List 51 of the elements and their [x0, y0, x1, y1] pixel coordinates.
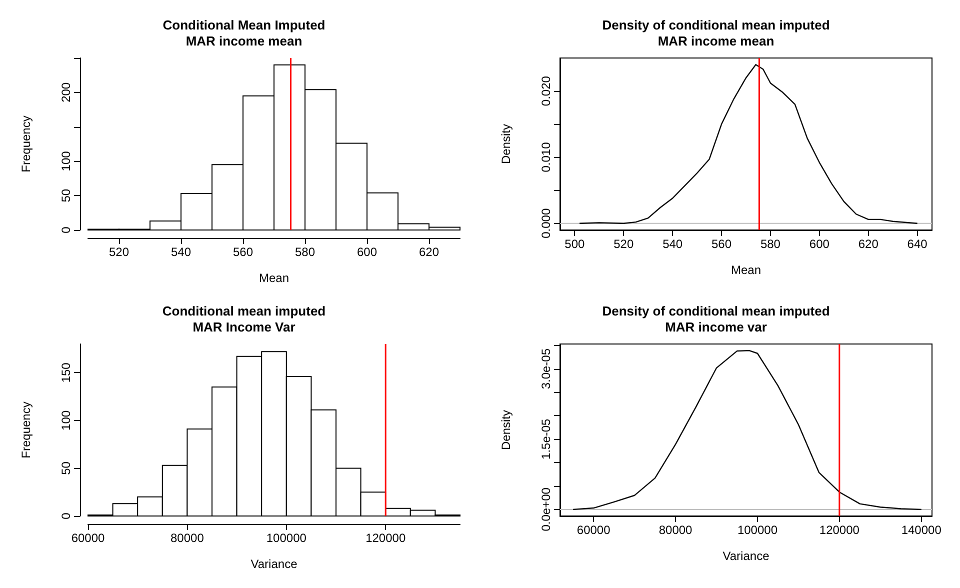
y-tick-label: 50: [59, 461, 73, 475]
x-tick-label: 520: [614, 237, 634, 251]
x-axis-title: Mean: [730, 263, 762, 277]
y-tick-label: 0.020: [539, 76, 553, 106]
x-tick-label: 140000: [901, 523, 942, 537]
chart-title: Conditional mean imputed MAR Income Var: [162, 304, 326, 334]
y-tick-label: 3.0e-05: [539, 348, 553, 390]
x-tick-label: 620: [418, 245, 440, 259]
x-tick-label: 100000: [737, 523, 778, 537]
y-axis-title: Frequency: [19, 116, 33, 172]
x-tick-label: 80000: [170, 531, 204, 545]
x-tick-label: 580: [294, 245, 316, 259]
x-tick-label: 520: [108, 245, 130, 259]
y-tick-label: 200: [59, 82, 73, 102]
y-axis-title: Density: [499, 124, 513, 164]
x-axis-title: Variance: [722, 549, 770, 563]
chart-title: Conditional Mean Imputed MAR income mean: [162, 18, 326, 48]
y-tick-label: 0.010: [539, 142, 553, 172]
y-tick-label: 0: [59, 226, 73, 234]
line-series: [572, 350, 922, 510]
y-tick-label: 1.5e-05: [539, 418, 553, 460]
chart-title: Density of conditional mean imputed MAR income mean: [602, 18, 830, 48]
y-tick-label: 100: [59, 410, 73, 430]
x-tick-label: 560: [232, 245, 254, 259]
x-tick-label: 580: [760, 237, 781, 251]
x-tick-label: 60000: [576, 523, 611, 537]
x-tick-label: 540: [170, 245, 192, 259]
y-tick-label: 0.0e+00: [539, 487, 553, 532]
x-axis-title: Variance: [250, 557, 298, 571]
x-tick-label: 640: [907, 237, 928, 251]
x-axis-title: Mean: [258, 271, 290, 285]
y-axis-title: Density: [499, 410, 513, 450]
x-tick-label: 600: [809, 237, 830, 251]
y-tick-label: 100: [59, 150, 73, 172]
x-tick-label: 560: [712, 237, 732, 251]
chart-title: Density of conditional mean imputed MAR income var: [602, 304, 830, 334]
y-tick-label: 0.000: [539, 208, 553, 238]
x-tick-label: 620: [858, 237, 879, 251]
x-tick-label: 60000: [71, 531, 106, 545]
x-tick-label: 600: [356, 245, 378, 259]
y-axis-title: Frequency: [19, 402, 33, 458]
x-tick-label: 100000: [266, 531, 307, 545]
y-tick-label: 150: [59, 362, 73, 383]
x-tick-label: 540: [662, 237, 683, 251]
x-tick-label: 120000: [366, 531, 406, 545]
x-tick-label: 80000: [658, 523, 693, 537]
line-series: [578, 64, 918, 224]
x-tick-label: 500: [564, 237, 586, 251]
x-tick-label: 120000: [819, 523, 860, 537]
y-tick-label: 0: [59, 512, 73, 520]
y-tick-label: 50: [59, 188, 73, 202]
